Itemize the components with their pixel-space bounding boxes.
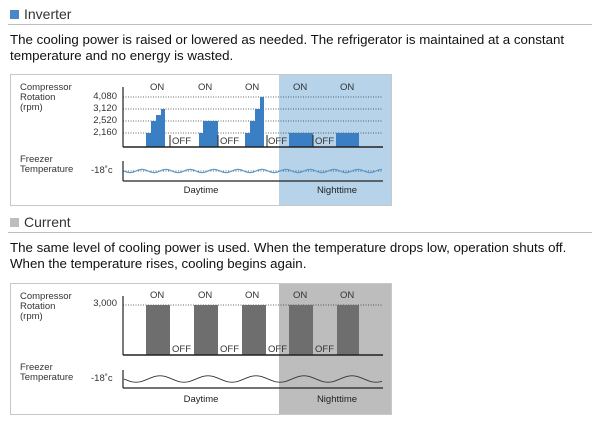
- current-off-label: OFF: [315, 344, 334, 355]
- current-tick: 3,000: [93, 298, 117, 309]
- inverter-temp-wave: [123, 168, 383, 174]
- inverter-bar: [146, 133, 151, 147]
- current-compressor-label: Compressor Rotation (rpm): [20, 292, 72, 322]
- compressor-label-line: (rpm): [20, 311, 43, 322]
- inverter-tick: 3,120: [93, 103, 117, 114]
- current-off-label: OFF: [172, 344, 191, 355]
- current-on-label: ON: [340, 290, 355, 301]
- current-diagram: Compressor Rotation (rpm) 3,000 ON ON ON…: [10, 283, 392, 415]
- current-title: Current: [24, 214, 71, 230]
- square-icon: [10, 10, 19, 19]
- square-icon: [10, 218, 19, 227]
- current-on-label: ON: [150, 290, 165, 301]
- freezer-label-line: Temperature: [20, 164, 74, 175]
- inverter-tick: 2,160: [93, 127, 117, 138]
- current-bar: [194, 305, 218, 355]
- inverter-off-label: OFF: [268, 136, 287, 147]
- compressor-label-line: Rotation: [20, 92, 56, 103]
- inverter-bar: [245, 133, 250, 147]
- current-on-label: ON: [198, 290, 213, 301]
- current-diagram-svg: [122, 284, 391, 414]
- current-description: The same level of cooling power is used.…: [10, 240, 567, 271]
- inverter-compressor-label: Compressor Rotation (rpm): [20, 83, 72, 113]
- current-bar: [146, 305, 170, 355]
- inverter-bar: [250, 121, 255, 147]
- freezer-label-line: Freezer: [20, 362, 53, 373]
- inverter-on-label: ON: [245, 82, 260, 93]
- compressor-label-line: Compressor: [20, 82, 72, 93]
- inverter-tick: 4,080: [93, 91, 117, 102]
- inverter-off-markers: [169, 135, 314, 147]
- inverter-bar: [161, 109, 165, 147]
- inverter-daytime-label: Daytime: [183, 185, 219, 196]
- inverter-bars: [146, 97, 359, 147]
- current-bars: [146, 305, 359, 355]
- inverter-bar: [255, 109, 260, 147]
- inverter-bar: [336, 133, 359, 147]
- inverter-heading: Inverter: [8, 6, 592, 25]
- inverter-diagram-svg: [122, 75, 391, 205]
- inverter-bar: [156, 115, 161, 147]
- compressor-label-line: (rpm): [20, 102, 43, 113]
- inverter-on-label: ON: [293, 82, 308, 93]
- current-off-label: OFF: [220, 344, 239, 355]
- inverter-off-label: OFF: [172, 136, 191, 147]
- current-heading: Current: [8, 214, 592, 233]
- current-daytime-label: Daytime: [183, 394, 219, 405]
- freezer-label-line: Freezer: [20, 154, 53, 165]
- current-freezer-label: Freezer Temperature: [20, 363, 73, 383]
- inverter-on-label: ON: [198, 82, 213, 93]
- inverter-bar: [199, 133, 203, 147]
- compressor-label-line: Compressor: [20, 291, 72, 302]
- inverter-on-label: ON: [340, 82, 355, 93]
- inverter-bar: [289, 133, 313, 147]
- current-on-label: ON: [293, 290, 308, 301]
- current-on-label: ON: [245, 290, 260, 301]
- current-bar: [337, 305, 359, 355]
- inverter-tick: 2,520: [93, 115, 117, 126]
- freezer-label-line: Temperature: [20, 372, 74, 383]
- inverter-diagram: Compressor Rotation (rpm) 4,080 3,120 2,…: [10, 74, 392, 206]
- inverter-bar: [260, 97, 264, 147]
- inverter-temp-label: -18˚c: [91, 165, 113, 176]
- current-bar: [242, 305, 266, 355]
- current-nighttime-label: Nighttime: [316, 394, 358, 405]
- current-temp-label: -18˚c: [91, 373, 113, 384]
- inverter-on-label: ON: [150, 82, 165, 93]
- inverter-nighttime-label: Nighttime: [316, 185, 358, 196]
- compressor-label-line: Rotation: [20, 301, 56, 312]
- current-temp-wave: [123, 375, 383, 383]
- current-bar: [289, 305, 313, 355]
- current-off-label: OFF: [268, 344, 287, 355]
- inverter-off-label: OFF: [315, 136, 334, 147]
- inverter-freezer-label: Freezer Temperature: [20, 155, 73, 175]
- inverter-off-label: OFF: [220, 136, 239, 147]
- inverter-title: Inverter: [24, 6, 72, 22]
- inverter-bar: [151, 121, 156, 147]
- inverter-bar: [203, 121, 218, 147]
- inverter-description: The cooling power is raised or lowered a…: [10, 32, 565, 63]
